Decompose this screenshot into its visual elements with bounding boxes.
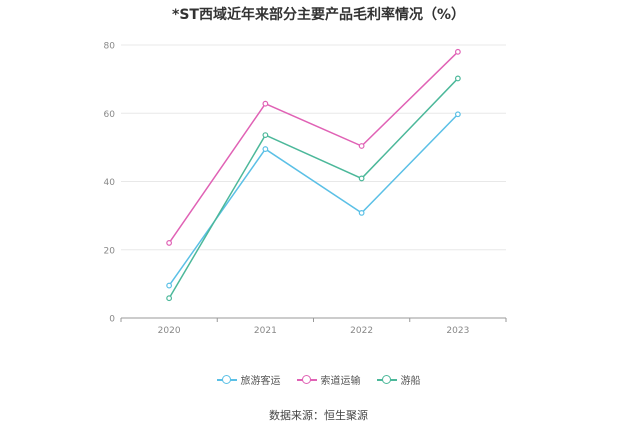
y-tick-label: 0 bbox=[109, 315, 115, 325]
legend-marker-icon bbox=[296, 374, 317, 385]
data-point bbox=[262, 132, 269, 138]
data-point bbox=[262, 100, 269, 107]
data-point bbox=[358, 143, 365, 149]
legend-item[interactable]: 索道运输 bbox=[296, 372, 361, 387]
legend-label: 游船 bbox=[400, 376, 421, 387]
legend: 旅游客运 索道运输 游船 bbox=[0, 372, 637, 388]
x-tick-label: 2020 bbox=[158, 326, 181, 336]
series-line-1 bbox=[168, 113, 459, 287]
legend-marker-icon bbox=[216, 374, 237, 385]
x-tick-label: 2021 bbox=[254, 326, 277, 336]
legend-marker-icon bbox=[376, 374, 397, 385]
data-point bbox=[166, 282, 173, 289]
y-tick-label: 60 bbox=[104, 110, 116, 120]
data-point bbox=[166, 240, 173, 246]
data-point bbox=[358, 209, 365, 216]
y-tick-label: 40 bbox=[104, 178, 116, 188]
legend-item[interactable]: 游船 bbox=[376, 372, 421, 387]
series-line-2 bbox=[168, 51, 459, 244]
x-tick-label: 2022 bbox=[350, 326, 373, 336]
y-tick-label: 20 bbox=[104, 246, 116, 256]
data-point bbox=[454, 111, 461, 118]
y-tick-label: 80 bbox=[104, 42, 116, 52]
chart-title: *ST西域近年来部分主要产品毛利率情况（%） bbox=[172, 7, 465, 23]
x-tick-label: 2023 bbox=[446, 326, 469, 336]
data-point bbox=[454, 48, 461, 55]
source-note: 数据来源：恒生聚源 bbox=[269, 409, 368, 422]
series-line-3 bbox=[168, 77, 459, 299]
data-point bbox=[358, 175, 365, 182]
legend-item[interactable]: 旅游客运 bbox=[216, 372, 281, 387]
data-point bbox=[454, 75, 461, 82]
data-point bbox=[166, 295, 173, 302]
legend-label: 索道运输 bbox=[320, 376, 361, 387]
data-point bbox=[262, 146, 269, 152]
legend-label: 旅游客运 bbox=[240, 376, 281, 387]
